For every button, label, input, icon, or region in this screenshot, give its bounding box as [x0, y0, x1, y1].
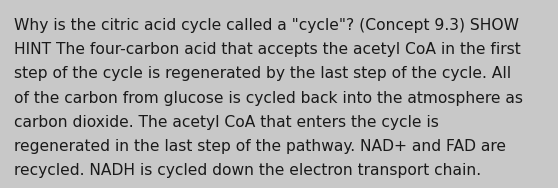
- Text: of the carbon from glucose is cycled back into the atmosphere as: of the carbon from glucose is cycled bac…: [14, 91, 523, 106]
- Text: carbon dioxide. The acetyl CoA that enters the cycle is: carbon dioxide. The acetyl CoA that ente…: [14, 115, 439, 130]
- Text: recycled. NADH is cycled down the electron transport chain.: recycled. NADH is cycled down the electr…: [14, 163, 481, 178]
- Text: HINT The four-carbon acid that accepts the acetyl CoA in the first: HINT The four-carbon acid that accepts t…: [14, 42, 521, 57]
- Text: regenerated in the last step of the pathway. NAD+ and FAD are: regenerated in the last step of the path…: [14, 139, 506, 154]
- Text: Why is the citric acid cycle called a "cycle"? (Concept 9.3) SHOW: Why is the citric acid cycle called a "c…: [14, 18, 519, 33]
- Text: step of the cycle is regenerated by the last step of the cycle. All: step of the cycle is regenerated by the …: [14, 66, 511, 81]
